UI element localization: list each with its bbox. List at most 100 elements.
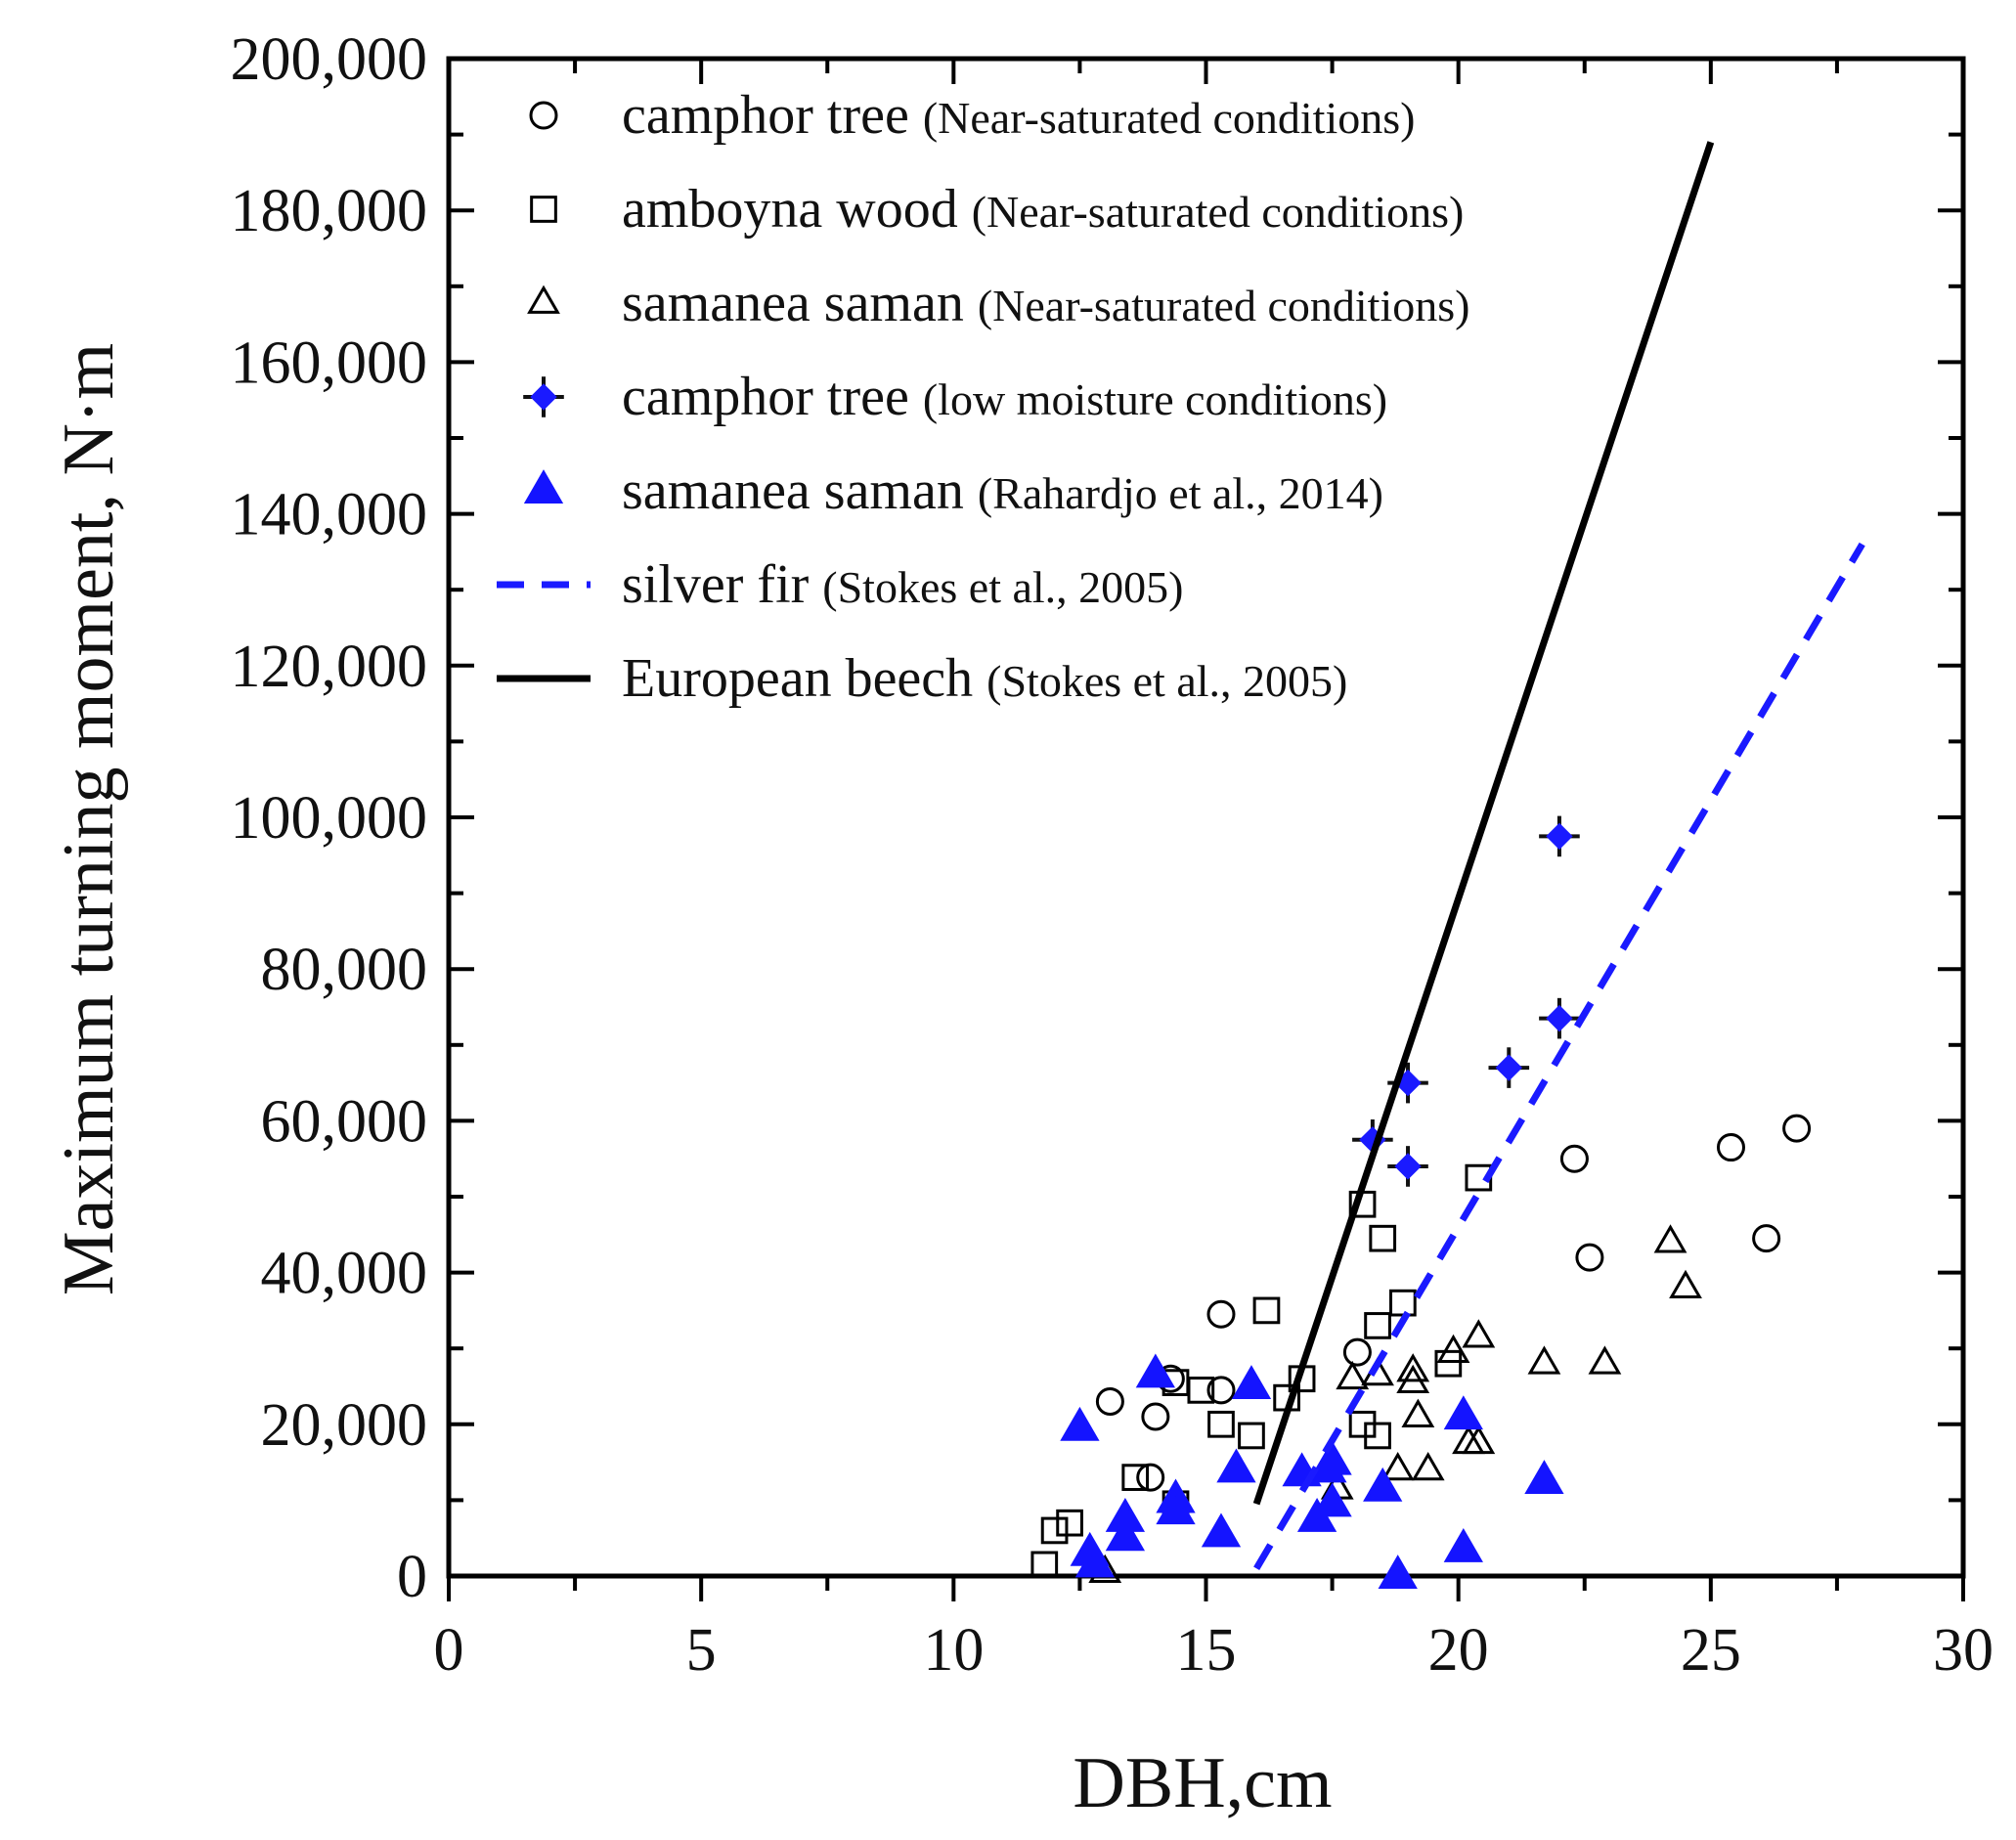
data-point: [1396, 1364, 1430, 1394]
legend-series-name: amboyna wood: [622, 179, 972, 240]
data-point: [1443, 1395, 1483, 1430]
y-axis-title: Maximum turning moment, N·m: [49, 343, 129, 1295]
data-point: [1312, 1482, 1352, 1517]
y-tick-label: 0: [397, 1544, 427, 1610]
data-point: [1443, 1527, 1483, 1562]
axes: 0 5 10 15 20 25 30 0 20,000 40,000 60,000 80,000 100…: [231, 26, 1994, 1684]
data-point: [1206, 1376, 1236, 1405]
series-samanea-saman-near-saturated-conditions: [1088, 1224, 1702, 1584]
data-point: [1716, 1133, 1745, 1162]
y-tick-label: 40,000: [261, 1241, 428, 1307]
data-point: [1074, 1543, 1116, 1578]
series-camphor-tree-near-saturated-conditions: [1095, 1114, 1812, 1492]
data-point: [1363, 1467, 1403, 1502]
data-point: [1141, 1402, 1170, 1431]
y-tick-label: 160,000: [231, 329, 428, 396]
data-point: [1488, 1047, 1530, 1088]
data-point: [1060, 1406, 1100, 1441]
data-point-diamond: [1546, 822, 1573, 851]
y-tick-label: 120,000: [231, 634, 428, 700]
legend-label: camphor tree (Near-saturated conditions): [622, 85, 1415, 146]
legend-marker: [523, 469, 564, 504]
y-tick-label: 60,000: [261, 1088, 428, 1155]
legend-marker: [530, 196, 557, 223]
data-point-diamond: [1495, 1054, 1523, 1081]
series-european-beech-stokes-et-al-2005: [1252, 141, 1715, 1506]
x-tick-label: 20: [1428, 1617, 1489, 1684]
legend-series-condition: (Near-saturated conditions): [972, 187, 1465, 237]
data-point: [1436, 1334, 1470, 1363]
legend-item: amboyna wood (Near-saturated conditions): [530, 179, 1464, 240]
data-point: [1527, 1345, 1561, 1375]
data-point: [1030, 1551, 1059, 1579]
data-point: [1207, 1410, 1235, 1438]
legend-series-condition: (Stokes et al., 2005): [822, 562, 1183, 612]
data-point: [1135, 1353, 1176, 1388]
data-point: [1462, 1424, 1496, 1455]
legend-marker-diamond: [530, 383, 557, 411]
data-point: [1452, 1424, 1485, 1455]
data-point: [1312, 1440, 1352, 1475]
x-axis-title: DBH,cm: [1073, 1743, 1332, 1823]
data-point: [1105, 1516, 1146, 1552]
x-tick-label: 10: [923, 1617, 984, 1684]
legend-label: samanea saman (Rahardjo et al., 2014): [622, 460, 1383, 521]
x-tick-label: 0: [434, 1617, 464, 1684]
legend-series-name: camphor tree: [622, 367, 923, 427]
legend-series-name: samanea saman: [622, 460, 978, 521]
legend-marker: [529, 101, 558, 130]
legend: camphor tree (Near-saturated conditions)…: [497, 85, 1469, 709]
data-point: [1364, 1422, 1391, 1450]
data-point: [1381, 1452, 1415, 1481]
data-point: [1105, 1497, 1146, 1532]
series-line: [1252, 141, 1715, 1506]
data-point: [1396, 1353, 1430, 1382]
legend-item: samanea saman (Rahardjo et al., 2014): [523, 460, 1383, 521]
data-point: [1238, 1422, 1265, 1450]
plot-area: [1030, 141, 1865, 1590]
data-point-diamond: [1394, 1153, 1422, 1180]
legend-series-condition: (Stokes et al., 2005): [986, 656, 1347, 706]
y-tick-label: 100,000: [231, 785, 428, 852]
data-point-diamond: [1546, 1004, 1573, 1032]
legend-series-condition: (low moisture conditions): [923, 374, 1387, 424]
data-point: [1401, 1398, 1435, 1427]
data-point: [1588, 1345, 1622, 1375]
data-point: [1136, 1463, 1165, 1492]
data-point: [1462, 1319, 1496, 1348]
data-point: [1342, 1337, 1372, 1367]
legend-label: samanea saman (Near-saturated conditions…: [622, 273, 1469, 333]
data-point: [1653, 1224, 1687, 1253]
data-point: [1539, 815, 1580, 857]
data-point: [1040, 1516, 1069, 1545]
y-tick-label: 140,000: [231, 482, 428, 548]
data-point: [1206, 1299, 1236, 1329]
legend-series-name: European beech: [622, 648, 986, 709]
x-tick-label: 15: [1176, 1617, 1237, 1684]
data-point: [1369, 1224, 1397, 1252]
data-point: [1411, 1452, 1445, 1481]
data-point: [1056, 1509, 1083, 1537]
legend-item: camphor tree (Near-saturated conditions): [529, 85, 1415, 146]
data-point: [1252, 1296, 1281, 1325]
y-tick-label: 80,000: [261, 937, 428, 1003]
data-point: [1539, 997, 1580, 1039]
data-point: [1187, 1377, 1215, 1404]
data-point: [1378, 1555, 1418, 1590]
data-point: [1387, 1146, 1428, 1187]
data-point: [1434, 1349, 1463, 1378]
legend-marker: [523, 376, 564, 417]
data-point: [1782, 1114, 1812, 1143]
legend-series-condition: (Near-saturated conditions): [978, 281, 1470, 330]
data-point: [1156, 1490, 1196, 1525]
data-point: [1752, 1224, 1781, 1253]
legend-marker: [527, 285, 560, 314]
legend-label: amboyna wood (Near-saturated conditions): [622, 179, 1464, 240]
series-silver-fir-stokes-et-al-2005: [1253, 542, 1865, 1571]
data-point: [1121, 1464, 1150, 1491]
y-tick-label: 20,000: [261, 1392, 428, 1459]
legend-label: camphor tree (low moisture conditions): [622, 367, 1387, 427]
legend-series-name: camphor tree: [622, 85, 923, 146]
data-point: [1231, 1365, 1272, 1400]
data-point: [1364, 1312, 1391, 1339]
